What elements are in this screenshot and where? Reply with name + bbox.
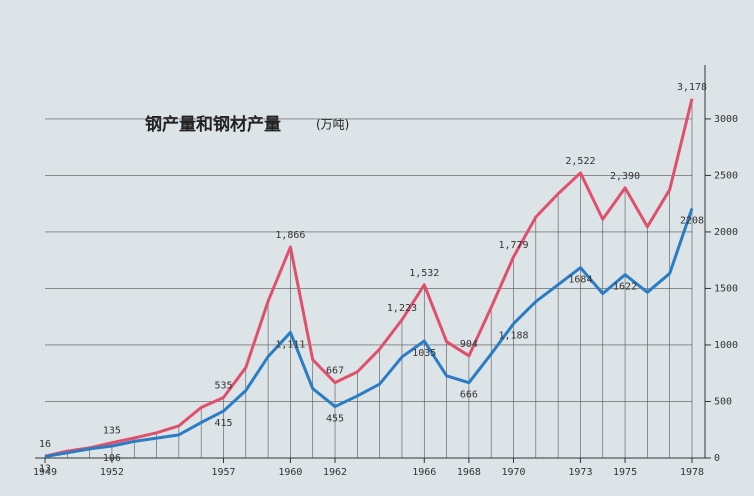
y-tick-label: 2500 — [714, 170, 738, 181]
x-tick-label: 1960 — [278, 467, 302, 478]
y-tick-label: 2000 — [714, 227, 738, 238]
x-tick-label: 1949 — [33, 467, 57, 478]
x-tick-label: 1968 — [457, 467, 481, 478]
data-label: 1035 — [412, 348, 436, 359]
data-label: 535 — [214, 381, 232, 392]
y-tick-label: 0 — [714, 453, 720, 464]
data-label: 1,223 — [387, 303, 417, 314]
data-label: 135 — [103, 426, 121, 437]
data-label: 667 — [326, 366, 344, 377]
data-label: 1,866 — [275, 230, 305, 241]
x-tick-label: 1966 — [412, 467, 436, 478]
data-label: 2,390 — [610, 171, 640, 182]
data-label: 1,779 — [498, 240, 528, 251]
data-label: 904 — [460, 339, 478, 350]
x-tick-label: 1957 — [211, 467, 235, 478]
x-tick-label: 1978 — [680, 467, 704, 478]
y-tick-label: 500 — [714, 396, 732, 407]
data-label: 2208 — [680, 215, 704, 226]
chart-subtitle: (万吨) — [316, 118, 349, 132]
data-label: 415 — [214, 418, 232, 429]
chart-title: 钢产量和钢材产量 — [145, 114, 281, 135]
data-label: 3,178 — [677, 82, 707, 93]
x-tick-label: 1970 — [501, 467, 525, 478]
x-tick-label: 1975 — [613, 467, 637, 478]
data-label: 106 — [103, 453, 121, 464]
x-tick-label: 1952 — [100, 467, 124, 478]
data-label: 455 — [326, 414, 344, 425]
data-line — [44, 207, 694, 459]
data-label: 1684 — [568, 275, 592, 286]
data-label: 13 — [39, 464, 51, 475]
data-label: 1,188 — [498, 331, 528, 342]
x-tick-label: 1973 — [568, 467, 592, 478]
data-label: 2,522 — [565, 156, 595, 167]
data-label: 1,111 — [275, 339, 305, 350]
y-tick-label: 1500 — [714, 283, 738, 294]
data-label: 1,532 — [409, 268, 439, 279]
data-label: 666 — [460, 390, 478, 401]
data-label: 16 — [39, 439, 51, 450]
data-label: 1622 — [613, 282, 637, 293]
data-line — [44, 98, 694, 458]
x-tick-label: 1962 — [323, 467, 347, 478]
y-tick-label: 3000 — [714, 114, 738, 125]
y-tick-label: 1000 — [714, 340, 738, 351]
